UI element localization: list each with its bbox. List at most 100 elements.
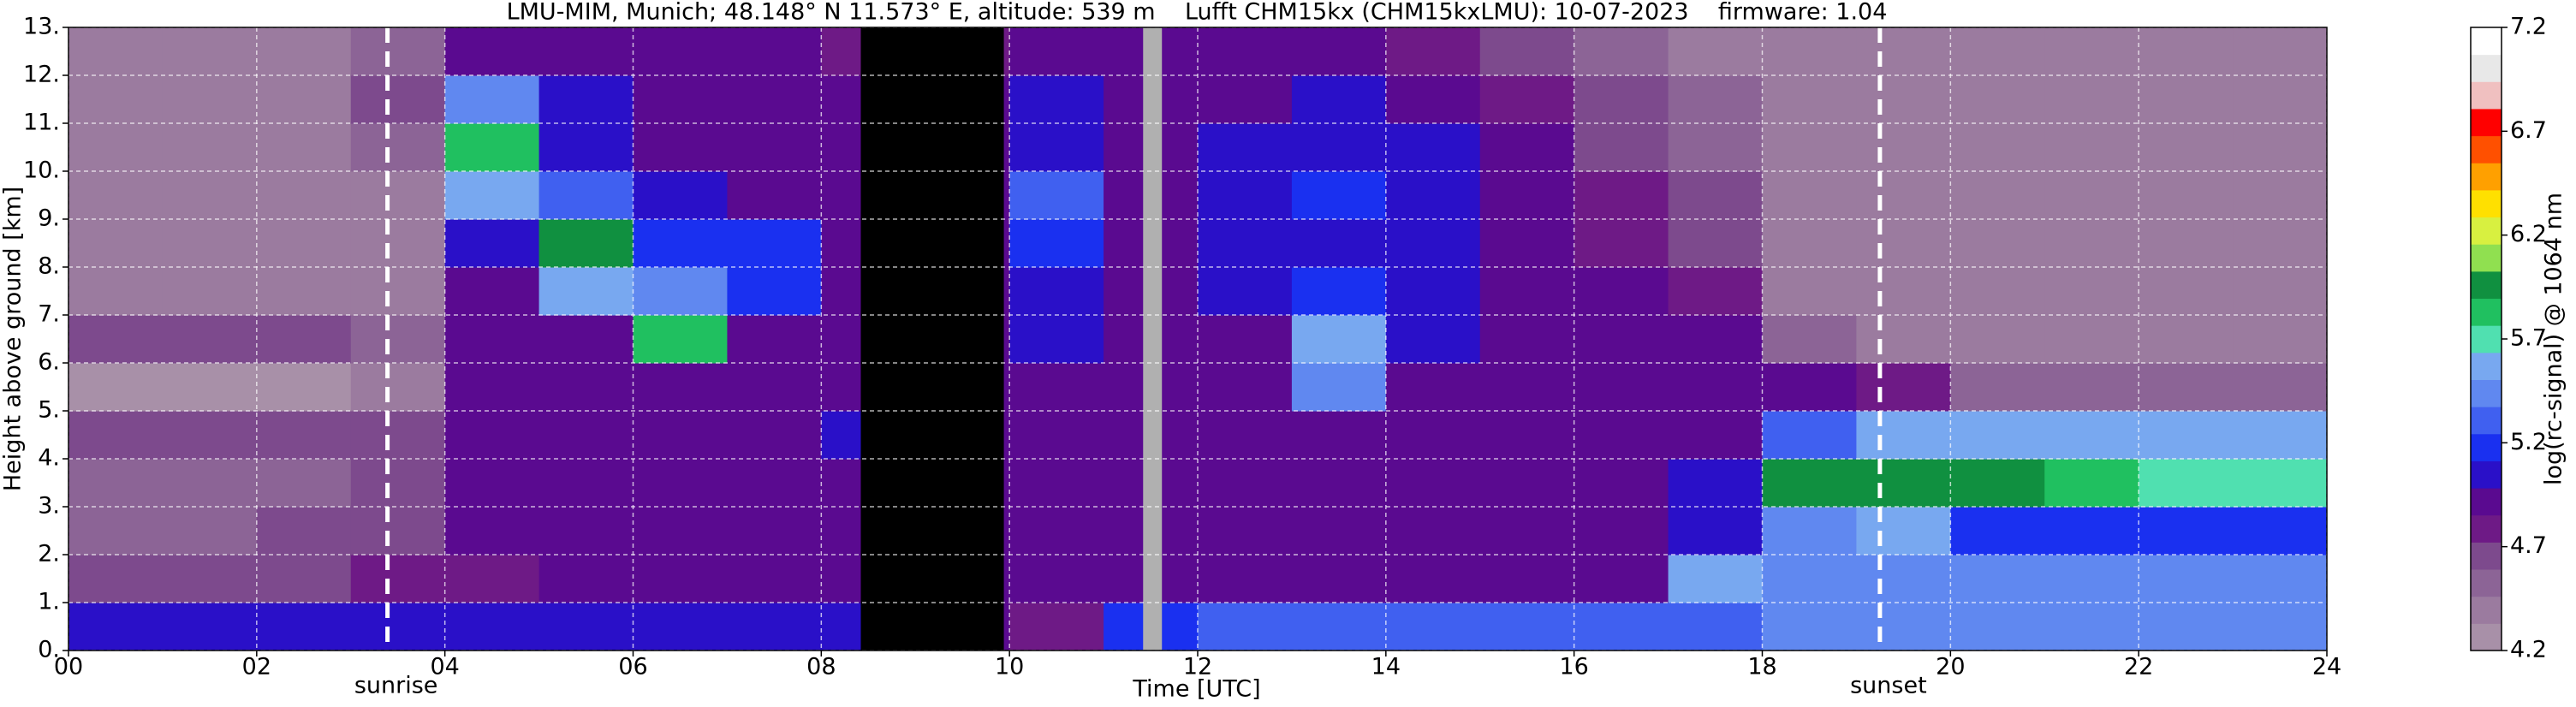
heatmap-cell: [1668, 555, 1763, 603]
heatmap-cell: [1856, 267, 1951, 316]
heatmap-cell: [727, 267, 822, 316]
colorbar-band: [2471, 270, 2502, 300]
heatmap-cell: [538, 603, 634, 651]
chart-title: LMU-MIM, Munich; 48.148° N 11.573° E, al…: [507, 0, 1888, 26]
heatmap-cell: [1009, 219, 1104, 268]
heatmap-cell: [1385, 267, 1481, 316]
heatmap-cell: [350, 315, 446, 364]
y-tick-label: 0.: [38, 637, 60, 663]
heatmap-cell: [633, 555, 728, 603]
heatmap-cell: [1574, 219, 1669, 268]
heatmap-cell: [633, 363, 728, 412]
heatmap-cell: [2139, 171, 2234, 220]
heatmap-cell: [1198, 459, 1293, 508]
heatmap-cell: [162, 267, 258, 316]
heatmap-cell: [1385, 603, 1481, 651]
heatmap-cell: [256, 267, 352, 316]
x-tick-label: 04: [430, 654, 459, 680]
heatmap-cell: [1950, 363, 2045, 412]
heatmap-cell: [1385, 555, 1481, 603]
heatmap-cell: [256, 555, 352, 603]
x-tick-label: 14: [1371, 654, 1401, 680]
heatmap-cell: [1574, 123, 1669, 172]
heatmap-cell: [1950, 459, 2045, 508]
heatmap-cell: [538, 555, 634, 603]
heatmap-cell: [633, 411, 728, 460]
heatmap-cell: [1291, 27, 1387, 76]
y-tick-label: 11.: [23, 110, 60, 136]
heatmap-cell: [1668, 363, 1763, 412]
heatmap-cell: [538, 171, 634, 220]
x-tick-label: 22: [2124, 654, 2153, 680]
heatmap-cell: [727, 123, 822, 172]
heatmap-cell: [1198, 75, 1293, 124]
heatmap-cell: [2139, 603, 2234, 651]
heatmap-cell: [2139, 27, 2234, 76]
heatmap-cell: [1574, 411, 1669, 460]
colorbar-band: [2471, 163, 2502, 191]
heatmap-cell: [1856, 75, 1951, 124]
masked-interval: [1143, 27, 1163, 651]
heatmap-cell: [1198, 411, 1293, 460]
heatmap-cell: [727, 555, 822, 603]
heatmap-cell: [162, 555, 258, 603]
heatmap-cell: [256, 123, 352, 172]
heatmap-cell: [2044, 315, 2139, 364]
heatmap-cell: [1856, 171, 1951, 220]
colorbar-label: log(rc-signal) @ 1064 nm: [2541, 193, 2567, 485]
heatmap-cell: [633, 171, 728, 220]
heatmap-cell: [1950, 555, 2045, 603]
heatmap-cell: [1291, 315, 1387, 364]
heatmap-cell: [350, 123, 446, 172]
heatmap-cell: [2044, 603, 2139, 651]
heatmap-cell: [444, 411, 540, 460]
x-tick-label: 06: [618, 654, 647, 680]
heatmap-cell: [633, 219, 728, 268]
heatmap-cell: [162, 27, 258, 76]
heatmap-cell: [538, 507, 634, 556]
heatmap-cell: [2044, 123, 2139, 172]
heatmap-cell: [1385, 363, 1481, 412]
heatmap-cell: [1762, 411, 1857, 460]
heatmap-cell: [2044, 363, 2139, 412]
heatmap-cell: [727, 171, 822, 220]
heatmap-cell: [1385, 459, 1481, 508]
heatmap-cell: [68, 363, 164, 412]
heatmap-cell: [1479, 27, 1575, 76]
heatmap-cell: [2233, 315, 2328, 364]
y-tick-label: 1.: [38, 589, 60, 615]
heatmap-cell: [1385, 123, 1481, 172]
heatmap-cell: [1198, 363, 1293, 412]
colorbar-band: [2471, 433, 2502, 461]
heatmap-cell: [1385, 219, 1481, 268]
heatmap-cell: [1009, 123, 1104, 172]
heatmap-cell: [1668, 171, 1763, 220]
x-tick-label: 18: [1747, 654, 1776, 680]
y-tick-label: 9.: [38, 205, 60, 232]
heatmap-cell: [1950, 75, 2045, 124]
heatmap-cell: [1762, 27, 1857, 76]
heatmap-cell: [68, 507, 164, 556]
heatmap-cell: [2233, 75, 2328, 124]
heatmap-cell: [2044, 75, 2139, 124]
heatmap-cell: [68, 459, 164, 508]
heatmap-cell: [538, 315, 634, 364]
heatmap-cell: [256, 459, 352, 508]
heatmap-cell: [727, 315, 822, 364]
heatmap-cell: [68, 219, 164, 268]
heatmap-cell: [162, 219, 258, 268]
heatmap-cell: [162, 171, 258, 220]
heatmap-cell: [538, 267, 634, 316]
heatmap-cell: [256, 171, 352, 220]
heatmap-cell: [1574, 315, 1669, 364]
heatmap-cell: [256, 75, 352, 124]
y-axis-label: Height above ground [km]: [0, 187, 27, 491]
heatmap-cell: [1009, 27, 1104, 76]
annotation-label: sunset: [1850, 673, 1927, 699]
heatmap-cell: [444, 267, 540, 316]
heatmap-cell: [1385, 315, 1481, 364]
heatmap-cell: [162, 459, 258, 508]
heatmap-cell: [2139, 507, 2234, 556]
heatmap-cell: [2139, 459, 2234, 508]
